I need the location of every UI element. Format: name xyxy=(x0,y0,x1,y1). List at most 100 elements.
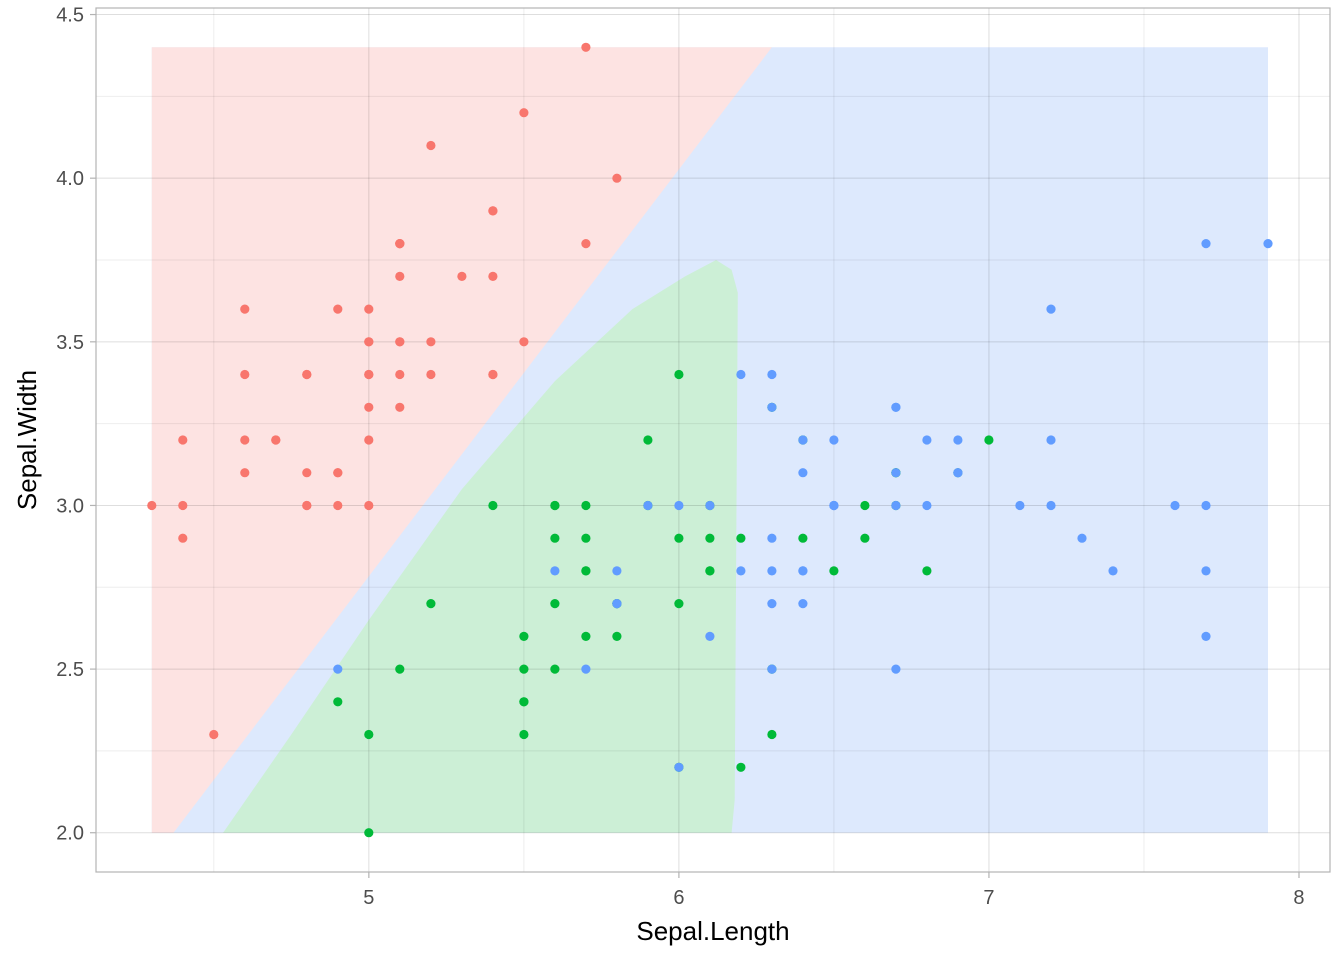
region-versicolor xyxy=(223,260,738,833)
point-setosa xyxy=(488,271,498,281)
point-versicolor xyxy=(612,631,622,642)
point-versicolor xyxy=(581,631,591,642)
point-virginica xyxy=(767,402,777,412)
point-virginica xyxy=(674,500,684,511)
point-virginica xyxy=(1046,500,1056,511)
y-tick-label: 3.5 xyxy=(56,332,84,354)
point-setosa xyxy=(488,369,498,380)
point-versicolor xyxy=(674,533,684,543)
point-setosa xyxy=(147,500,157,511)
point-setosa xyxy=(271,435,281,445)
point-setosa xyxy=(364,369,374,380)
point-virginica xyxy=(705,631,715,642)
data-points xyxy=(147,42,1273,838)
point-setosa xyxy=(364,435,374,445)
point-virginica xyxy=(891,664,901,674)
point-virginica xyxy=(953,435,963,445)
point-versicolor xyxy=(581,566,591,576)
point-setosa xyxy=(333,304,343,314)
point-virginica xyxy=(891,500,901,511)
point-versicolor xyxy=(519,631,529,642)
point-virginica xyxy=(1108,566,1118,576)
point-versicolor xyxy=(860,500,870,511)
point-setosa xyxy=(395,271,405,281)
point-virginica xyxy=(612,599,622,609)
point-versicolor xyxy=(519,697,529,707)
point-virginica xyxy=(767,664,777,674)
point-versicolor xyxy=(333,697,343,707)
plot-panel xyxy=(95,7,1331,873)
point-virginica xyxy=(767,566,777,576)
point-virginica xyxy=(1201,566,1211,576)
point-virginica xyxy=(922,500,932,511)
point-versicolor xyxy=(364,828,374,838)
point-virginica xyxy=(1015,500,1025,511)
point-virginica xyxy=(643,500,653,511)
point-versicolor xyxy=(705,566,715,576)
point-setosa xyxy=(364,337,374,347)
y-axis-ticks: 2.0 2.5 3.0 3.5 4.0 4.5 xyxy=(56,5,96,845)
point-virginica xyxy=(1201,239,1211,249)
point-setosa xyxy=(333,500,343,511)
point-setosa xyxy=(240,369,250,380)
point-virginica xyxy=(767,369,777,380)
point-setosa xyxy=(426,140,436,151)
y-tick-label: 3.0 xyxy=(56,495,84,517)
x-tick-label: 6 xyxy=(673,887,684,909)
point-setosa xyxy=(178,533,188,543)
x-axis-ticks: 5 6 7 8 xyxy=(363,872,1305,909)
x-tick-label: 8 xyxy=(1293,887,1304,909)
x-tick-label: 5 xyxy=(363,887,374,909)
x-tick-label: 7 xyxy=(983,887,994,909)
point-setosa xyxy=(426,337,436,347)
point-setosa xyxy=(240,468,250,478)
point-versicolor xyxy=(643,435,653,445)
point-setosa xyxy=(581,239,591,249)
point-versicolor xyxy=(519,729,529,740)
point-versicolor xyxy=(581,500,591,511)
point-setosa xyxy=(178,500,188,511)
point-versicolor xyxy=(395,664,405,674)
y-tick-label: 4.0 xyxy=(56,168,84,190)
point-virginica xyxy=(798,599,808,609)
point-versicolor xyxy=(550,664,560,674)
point-versicolor xyxy=(798,533,808,543)
region-setosa xyxy=(151,47,772,833)
point-setosa xyxy=(302,369,312,380)
point-versicolor xyxy=(736,533,746,543)
point-virginica xyxy=(767,533,777,543)
point-setosa xyxy=(519,337,529,347)
point-virginica xyxy=(767,599,777,609)
point-virginica xyxy=(1046,435,1056,445)
point-setosa xyxy=(364,402,374,412)
point-virginica xyxy=(333,664,343,674)
point-setosa xyxy=(457,271,467,281)
point-setosa xyxy=(302,500,312,511)
y-tick-label: 2.0 xyxy=(56,823,84,845)
point-versicolor xyxy=(364,729,374,740)
point-virginica xyxy=(1263,239,1273,249)
point-virginica xyxy=(1201,631,1211,642)
decision-regions xyxy=(151,47,1268,833)
point-setosa xyxy=(395,337,405,347)
y-tick-label: 4.5 xyxy=(56,5,84,27)
y-axis-title: Sepal.Width xyxy=(12,370,42,510)
point-virginica xyxy=(953,468,963,478)
point-versicolor xyxy=(581,533,591,543)
point-versicolor xyxy=(426,599,436,609)
point-setosa xyxy=(178,435,188,445)
point-virginica xyxy=(674,762,684,772)
point-setosa xyxy=(519,108,529,118)
point-setosa xyxy=(240,304,250,314)
point-virginica xyxy=(1046,304,1056,314)
point-versicolor xyxy=(674,369,684,380)
point-versicolor xyxy=(550,533,560,543)
point-setosa xyxy=(395,239,405,249)
x-axis-title: Sepal.Length xyxy=(636,916,789,946)
point-setosa xyxy=(395,402,405,412)
point-setosa xyxy=(209,729,219,740)
point-virginica xyxy=(612,566,622,576)
point-virginica xyxy=(798,468,808,478)
point-setosa xyxy=(612,173,622,183)
point-virginica xyxy=(922,435,932,445)
